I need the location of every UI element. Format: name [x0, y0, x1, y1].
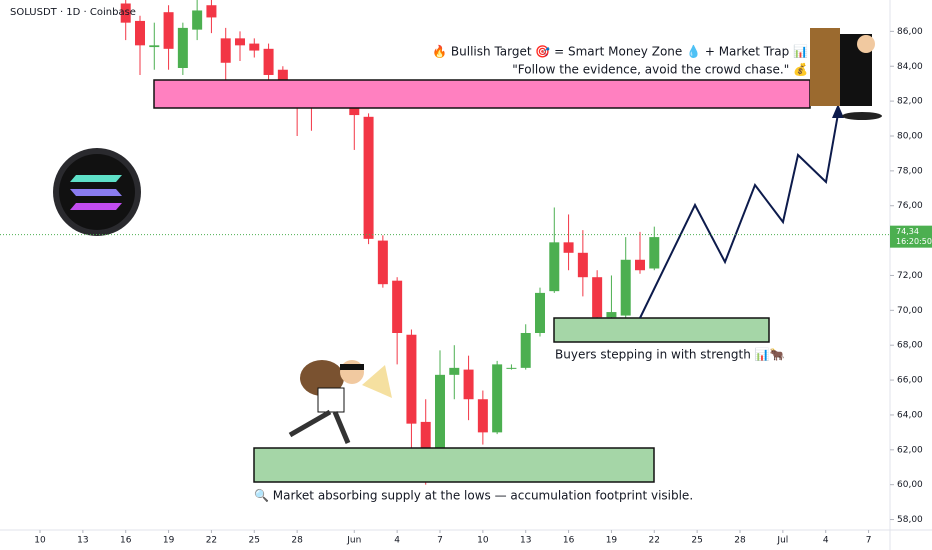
x-tick-label: 7: [437, 536, 443, 546]
x-tick-label: 4: [394, 536, 400, 546]
x-tick-label: 25: [691, 536, 702, 546]
x-tick-label: 25: [249, 536, 260, 546]
candle-body: [163, 12, 174, 49]
candle-body: [263, 48, 274, 75]
candle-body: [563, 242, 574, 253]
x-tick-label: 19: [163, 536, 175, 546]
y-tick-label: 80,00: [897, 131, 923, 141]
candle-body: [149, 45, 160, 48]
candle-body: [549, 242, 560, 292]
x-tick-label: Jun: [346, 536, 361, 546]
candle-body: [135, 20, 145, 46]
candle-body: [577, 252, 588, 278]
symbol-title: SOLUSDT · 1D · Coinbase: [10, 7, 136, 18]
candle-body: [606, 312, 617, 318]
last-price-box: [890, 225, 932, 248]
x-tick-label: 22: [649, 536, 660, 546]
x-tick-label: 10: [477, 536, 489, 546]
candle-body: [363, 116, 374, 239]
x-tick-label: 13: [520, 536, 531, 546]
candle-body: [620, 259, 631, 316]
thief-illustration: [288, 360, 392, 444]
candle-body: [177, 27, 188, 68]
candle-body: [377, 240, 388, 285]
candle-body: [249, 43, 260, 51]
candle-body: [592, 277, 603, 318]
countdown-label: 16:20:50: [896, 237, 932, 246]
x-tick-label: 28: [291, 536, 303, 546]
candle-body: [392, 280, 403, 333]
x-tick-label: 16: [563, 536, 575, 546]
x-tick-label: 10: [34, 536, 46, 546]
y-tick-label: 78,00: [897, 166, 923, 176]
x-tick-label: 16: [120, 536, 132, 546]
y-tick-label: 60,00: [897, 480, 923, 490]
candle-body: [635, 259, 645, 271]
candle-body: [477, 399, 488, 433]
y-tick-label: 70,00: [897, 306, 923, 316]
y-tick-label: 86,00: [897, 27, 923, 37]
candle-body: [192, 10, 203, 30]
candle-body: [492, 364, 503, 433]
solana-logo: [53, 148, 141, 236]
projection-arrow: [832, 104, 844, 118]
door-illustration: [810, 28, 882, 120]
y-tick-label: 64,00: [897, 410, 923, 420]
y-tick-label: 68,00: [897, 341, 923, 351]
candle-body: [406, 334, 417, 424]
candle-body: [463, 369, 474, 400]
y-tick-label: 58,00: [897, 515, 923, 525]
candle-body: [449, 367, 460, 375]
demand-zone: [553, 317, 770, 343]
candle-body: [649, 237, 660, 269]
projection-path: [639, 113, 839, 319]
annotation-buyers: Buyers stepping in with strength 📊🐂: [555, 348, 785, 362]
candle-body: [120, 3, 131, 23]
y-tick-label: 76,00: [897, 201, 923, 211]
x-tick-label: 4: [823, 536, 829, 546]
candle-body: [220, 38, 231, 63]
annotation-absorb: 🔍 Market absorbing supply at the lows — …: [254, 488, 693, 503]
supply-zone: [153, 79, 811, 109]
candle-body: [420, 421, 431, 450]
candle-body: [520, 332, 531, 368]
candle-body: [235, 38, 245, 46]
accumulation-zone: [253, 447, 655, 483]
x-tick-label: 28: [734, 536, 746, 546]
y-tick-label: 84,00: [897, 62, 923, 72]
x-tick-label: 19: [606, 536, 618, 546]
candle-body: [506, 367, 517, 369]
x-tick-label: 7: [866, 536, 872, 546]
y-tick-label: 66,00: [897, 376, 923, 386]
x-tick-label: 22: [206, 536, 217, 546]
y-tick-label: 62,00: [897, 445, 923, 455]
annotation-target: 🔥 Bullish Target 🎯 = Smart Money Zone 💧 …: [432, 45, 808, 59]
candle-body: [435, 374, 445, 450]
y-tick-label: 82,00: [897, 97, 923, 107]
annotation-quote: "Follow the evidence, avoid the crowd ch…: [512, 63, 808, 77]
x-tick-label: 13: [77, 536, 88, 546]
candle-body: [206, 5, 217, 18]
last-price-label: 74,34: [896, 227, 919, 236]
x-tick-label: Jul: [776, 536, 788, 546]
candle-body: [535, 292, 545, 333]
y-tick-label: 72,00: [897, 271, 923, 281]
